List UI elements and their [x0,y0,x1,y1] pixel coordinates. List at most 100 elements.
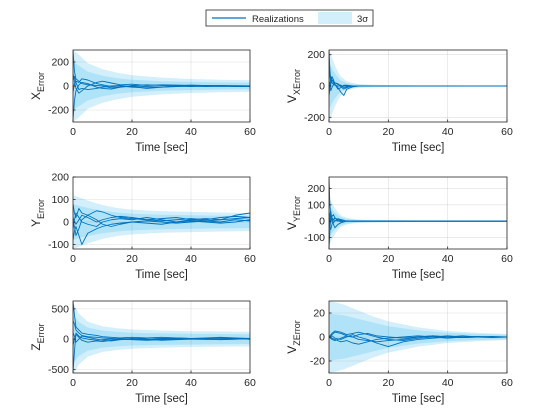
axes-frame [328,176,508,250]
y-tick-label: -200 [48,105,69,117]
x-axis-label: Time [sec] [135,142,188,154]
x-tick-label: 60 [501,253,513,265]
y-axis-label-sub: XError [292,69,302,95]
y-tick-label: -500 [48,364,69,376]
x-tick-label: 60 [244,377,256,389]
realization-line-5 [73,75,250,91]
y-axis-label: YError [29,199,46,227]
realization-line-5 [329,217,507,230]
y-tick-label: 100 [307,199,325,211]
x-tick-label: 0 [70,377,76,389]
axes-background [73,177,250,249]
y-axis-label: ZError [29,323,46,350]
realization-line-5 [73,333,250,346]
x-tick-label: 0 [326,377,332,389]
y-tick-label: 0 [63,217,69,229]
x-axis-label: Time [sec] [392,142,445,154]
y-tick-label: 500 [51,303,69,315]
y-tick-label: 0 [63,334,69,346]
x-tick-label: 40 [185,377,197,389]
realization-line-5 [73,214,250,236]
sigma-band-1 [73,302,250,373]
legend-3sigma-label: 3σ [357,14,368,25]
x-tick-label: 40 [185,126,197,138]
legend-3sigma-swatch [318,12,352,24]
x-tick-label: 0 [326,253,332,265]
x-tick-label: 20 [382,126,394,138]
x-axis-label: Time [sec] [135,269,188,281]
y-axis-label-main: V [285,95,299,103]
y-tick-label: 200 [51,57,69,69]
y-axis-label-sub: Error [36,323,46,343]
sigma-band-2 [73,62,250,110]
x-tick-label: 0 [326,126,332,138]
realization-line-5 [329,76,507,90]
y-axis-label-main: V [285,346,299,354]
realization-line-3 [73,212,250,225]
x-tick-label: 40 [185,253,197,265]
x-tick-label: 40 [442,377,454,389]
x-tick-label: 20 [382,377,394,389]
x-tick-label: 0 [70,126,76,138]
y-tick-label: 0 [319,216,325,228]
x-tick-label: 60 [244,253,256,265]
x-tick-label: 20 [382,253,394,265]
realization-line-1 [73,203,250,222]
realization-line-3 [329,334,507,348]
x-tick-label: 60 [244,126,256,138]
legend-realizations-label: Realizations [252,14,304,25]
y-axis-label: XError [29,72,46,100]
x-axis-label: Time [sec] [392,269,445,281]
y-tick-label: -100 [48,239,69,251]
y-tick-label: 200 [307,49,325,61]
y-tick-label: 0 [63,81,69,93]
axes-frame [72,300,251,374]
realization-line-4 [329,330,507,342]
y-axis-label: VYError [285,196,302,230]
y-tick-label: 0 [319,81,325,93]
realization-line-2 [73,81,250,120]
x-tick-label: 40 [442,253,454,265]
axes-frame [72,176,251,250]
y-axis-label-sub: Error [36,199,46,219]
realization-line-4 [73,212,250,229]
y-axis-label-sub: ZError [292,320,302,346]
y-axis-label: VZError [285,320,302,354]
x-tick-label: 20 [126,377,138,389]
y-tick-label: 200 [307,183,325,195]
y-tick-label: 200 [51,172,69,184]
y-tick-label: -20 [310,356,325,368]
x-tick-label: 20 [126,126,138,138]
y-axis-label-main: Y [29,219,43,227]
y-tick-label: -200 [304,112,325,124]
sigma-band-1 [73,50,250,122]
x-tick-label: 60 [501,377,513,389]
y-axis-label-sub: YError [292,196,302,222]
x-axis-label: Time [sec] [135,393,188,405]
y-tick-label: 20 [313,308,325,320]
y-axis-label-main: V [285,222,299,230]
legend-box [205,9,374,27]
y-axis-label-sub: Error [36,72,46,92]
x-tick-label: 60 [501,126,513,138]
y-tick-label: 0 [319,332,325,344]
y-axis-label-main: X [29,92,43,100]
realization-line-1 [73,301,250,339]
y-axis-label: VXError [285,69,302,103]
x-axis-label: Time [sec] [392,393,445,405]
y-tick-label: 100 [51,194,69,206]
realization-line-5 [329,335,507,343]
x-tick-label: 20 [126,253,138,265]
realization-line-4 [73,332,250,343]
x-tick-label: 0 [70,253,76,265]
legend: Realizations 3σ [205,9,374,27]
axes-background [329,177,507,249]
